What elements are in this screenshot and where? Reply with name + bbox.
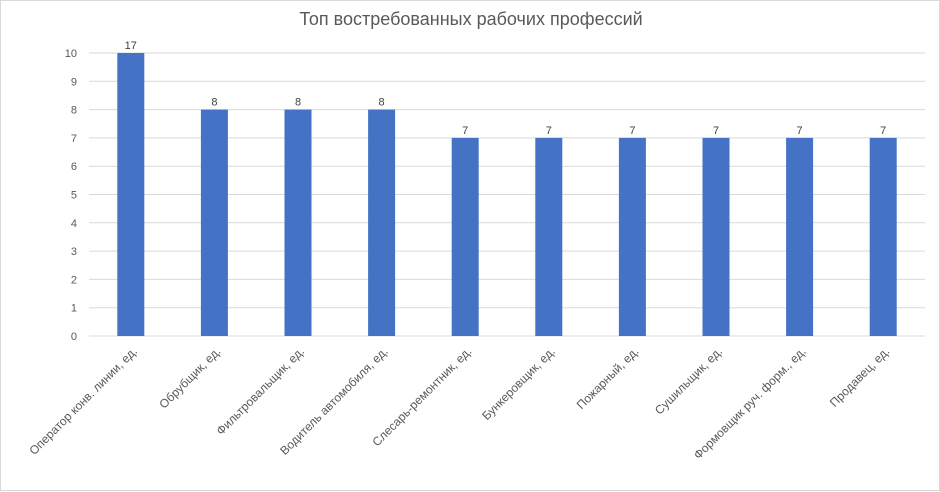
bar bbox=[284, 109, 312, 336]
y-tick-label: 3 bbox=[71, 246, 77, 258]
bar bbox=[451, 137, 479, 336]
y-tick-label: 8 bbox=[71, 105, 77, 117]
y-tick-label: 7 bbox=[71, 133, 77, 145]
data-label: 8 bbox=[379, 97, 385, 109]
y-tick-label: 6 bbox=[71, 161, 77, 173]
bar bbox=[200, 109, 228, 336]
category-label: Сушильщик, ед. bbox=[652, 344, 725, 417]
y-tick-label: 10 bbox=[65, 48, 77, 60]
category-label: Бункеровщик, ед. bbox=[479, 344, 558, 423]
y-tick-label: 2 bbox=[71, 274, 77, 286]
bar bbox=[535, 137, 563, 336]
bar bbox=[869, 137, 897, 336]
y-tick-label: 9 bbox=[71, 76, 77, 88]
bar bbox=[702, 137, 730, 336]
data-label: 7 bbox=[797, 125, 803, 137]
category-label: Фильтровальщик, ед. bbox=[213, 344, 307, 438]
category-label: Оператор конв. линии, ед. bbox=[26, 344, 140, 458]
y-tick-label: 5 bbox=[71, 190, 77, 202]
data-label: 8 bbox=[295, 97, 301, 109]
data-label: 17 bbox=[125, 40, 137, 52]
category-label: Продавец, ед. bbox=[827, 344, 892, 409]
y-tick-label: 4 bbox=[71, 218, 77, 230]
category-label: Пожарный, ед. bbox=[574, 344, 642, 412]
data-label: 8 bbox=[211, 97, 217, 109]
bar bbox=[368, 109, 396, 336]
bar bbox=[618, 137, 646, 336]
category-label: Слесарь-ремонтник, ед. bbox=[369, 344, 474, 449]
data-label: 7 bbox=[713, 125, 719, 137]
y-tick-label: 1 bbox=[71, 303, 77, 315]
data-label: 7 bbox=[462, 125, 468, 137]
bar bbox=[786, 137, 814, 336]
data-label: 7 bbox=[629, 125, 635, 137]
data-label: 7 bbox=[546, 125, 552, 137]
data-label: 7 bbox=[880, 125, 886, 137]
category-label: Обрубщик, ед. bbox=[156, 344, 223, 411]
chart-title: Топ востребованных рабочих профессий bbox=[299, 9, 643, 29]
y-tick-label: 0 bbox=[71, 331, 77, 343]
bar bbox=[117, 53, 145, 336]
